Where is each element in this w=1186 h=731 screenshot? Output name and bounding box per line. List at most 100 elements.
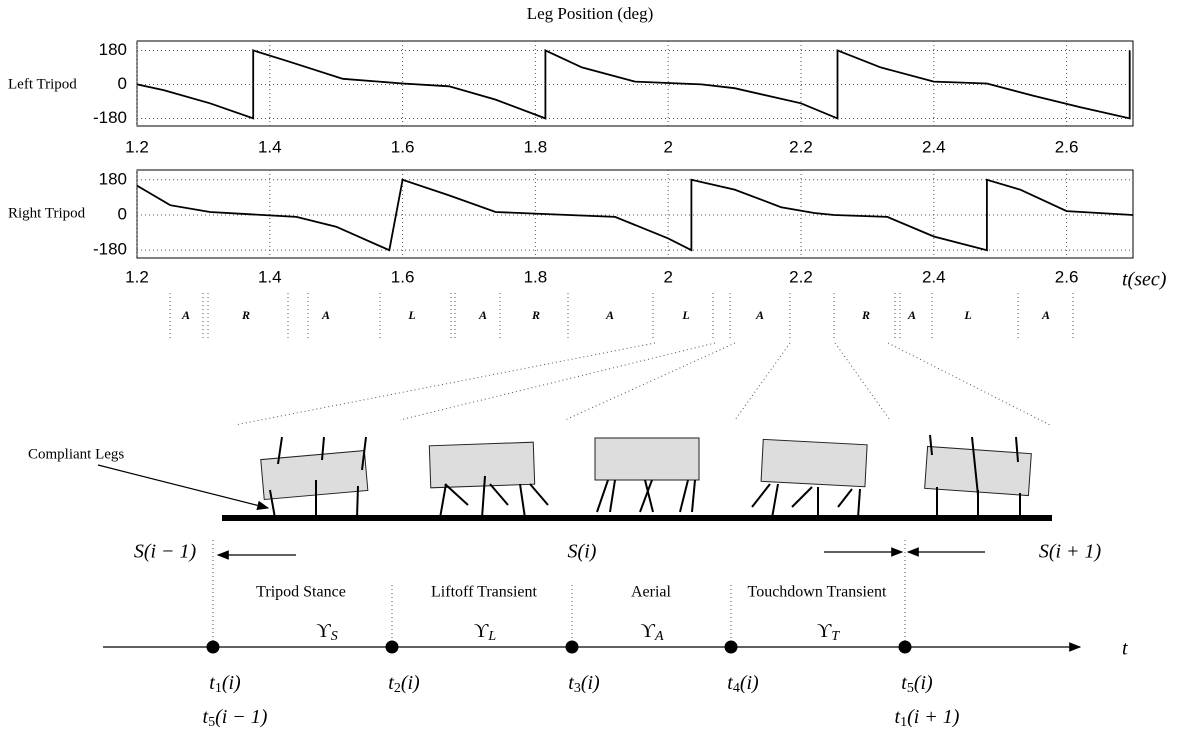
instant-dot [724,640,738,654]
instant-label: t3(i) [568,672,600,697]
x-tick-label: 2.2 [789,137,813,156]
stage-symbol: ϒT [817,620,840,645]
phase-label: A [478,308,487,322]
phase-label: R [861,308,870,322]
y-label: Right Tripod [8,205,86,221]
y-tick-label: -180 [93,108,127,127]
x-tick-label: 2.4 [922,267,946,286]
x-tick-label: 1.8 [524,137,548,156]
phase-label: L [963,308,971,322]
instant-arg: (i + 1) [907,706,960,728]
phase-label: A [1041,308,1050,322]
instant-label: t4(i) [727,672,759,697]
x-tick-label: 1.4 [258,267,282,286]
y-tick-label: -180 [93,240,127,259]
x-tick-label: 1.6 [391,267,415,286]
x-tick-label: 1.4 [258,137,282,156]
robot [594,437,700,481]
instant-sub: 4 [733,681,740,696]
stage-symbol-sub: A [654,629,664,644]
x-label: t(sec) [1122,269,1167,291]
stage-symbol-sub: T [831,629,840,644]
instant-label: t5(i − 1) [203,706,268,731]
instant-base: t [568,672,574,694]
phase-label: L [681,308,689,322]
annotation: Compliant Legs [28,446,124,462]
instant-dot [898,640,912,654]
phase-label: A [321,308,330,322]
instant-sub: 1 [215,681,222,696]
instant-dot [206,640,220,654]
x-tick-label: 2 [663,137,672,156]
instant-arg: (i − 1) [215,706,268,728]
state-label: S(i) [568,541,597,563]
y-label: Left Tripod [8,76,77,92]
instant-base: t [209,672,215,694]
plot-frame [136,40,1134,127]
y-tick-label: 180 [99,40,127,59]
instant-arg: (i) [581,672,600,694]
chart-title: Leg Position (deg) [527,4,654,23]
state-label: S(i − 1) [134,541,197,563]
instant-base: t [388,672,394,694]
instant-base: t [895,706,901,728]
y-tick-label: 0 [118,204,127,223]
instant-arg: (i) [222,672,241,694]
stage-symbol-sub: L [487,629,496,644]
stage-symbol-base: ϒ [817,620,832,642]
state-arrows [216,547,985,560]
data-line [136,48,1131,120]
plot-frame [136,169,1134,259]
axis-label: t [1122,638,1128,660]
stage-symbol: ϒA [640,620,663,645]
stage-symbol: ϒL [474,620,496,645]
y-tick-label: 180 [99,169,127,188]
x-tick-label: 1.2 [125,137,149,156]
instant-dot [565,640,579,654]
x-tick-label: 2.6 [1055,267,1079,286]
data-line [136,178,1134,252]
instant-base: t [901,672,907,694]
robots [260,434,1032,519]
stage-symbol-base: ϒ [640,620,655,642]
instant-base: t [203,706,209,728]
instant-base: t [727,672,733,694]
instant-sub: 5 [907,681,914,696]
instant-label: t2(i) [388,672,420,697]
stage-symbol-sub: S [331,629,338,644]
phase-label: A [907,308,916,322]
phase-label: L [407,308,415,322]
stage-symbol: ϒS [316,620,337,645]
y-tick-label: 0 [118,74,127,93]
zoom-lines [234,342,1051,426]
annotation-arrow [97,464,270,511]
instant-dot [385,640,399,654]
instant-sub: 1 [900,715,907,730]
instant-label: t1(i) [209,672,241,697]
x-tick-label: 2.2 [789,267,813,286]
instant-label: t1(i + 1) [895,706,960,731]
x-tick-label: 1.2 [125,267,149,286]
stage-name: Touchdown Transient [748,584,887,601]
instant-label: t5(i) [901,672,933,697]
instant-sub: 5 [208,715,215,730]
stage-symbol-base: ϒ [474,620,489,642]
instant-arg: (i) [914,672,933,694]
instant-arg: (i) [401,672,420,694]
x-tick-label: 2.6 [1055,137,1079,156]
stage-name: Tripod Stance [256,584,346,601]
stage-symbol-base: ϒ [316,620,331,642]
stage-name: Aerial [631,584,672,601]
instant-sub: 3 [574,681,581,696]
phase-label: A [605,308,614,322]
phase-label: R [531,308,540,322]
x-tick-label: 1.8 [524,267,548,286]
x-tick-label: 2.4 [922,137,946,156]
phase-label: A [755,308,764,322]
phase-label: A [181,308,190,322]
stage-name: Liftoff Transient [431,584,537,601]
instant-sub: 2 [394,681,401,696]
